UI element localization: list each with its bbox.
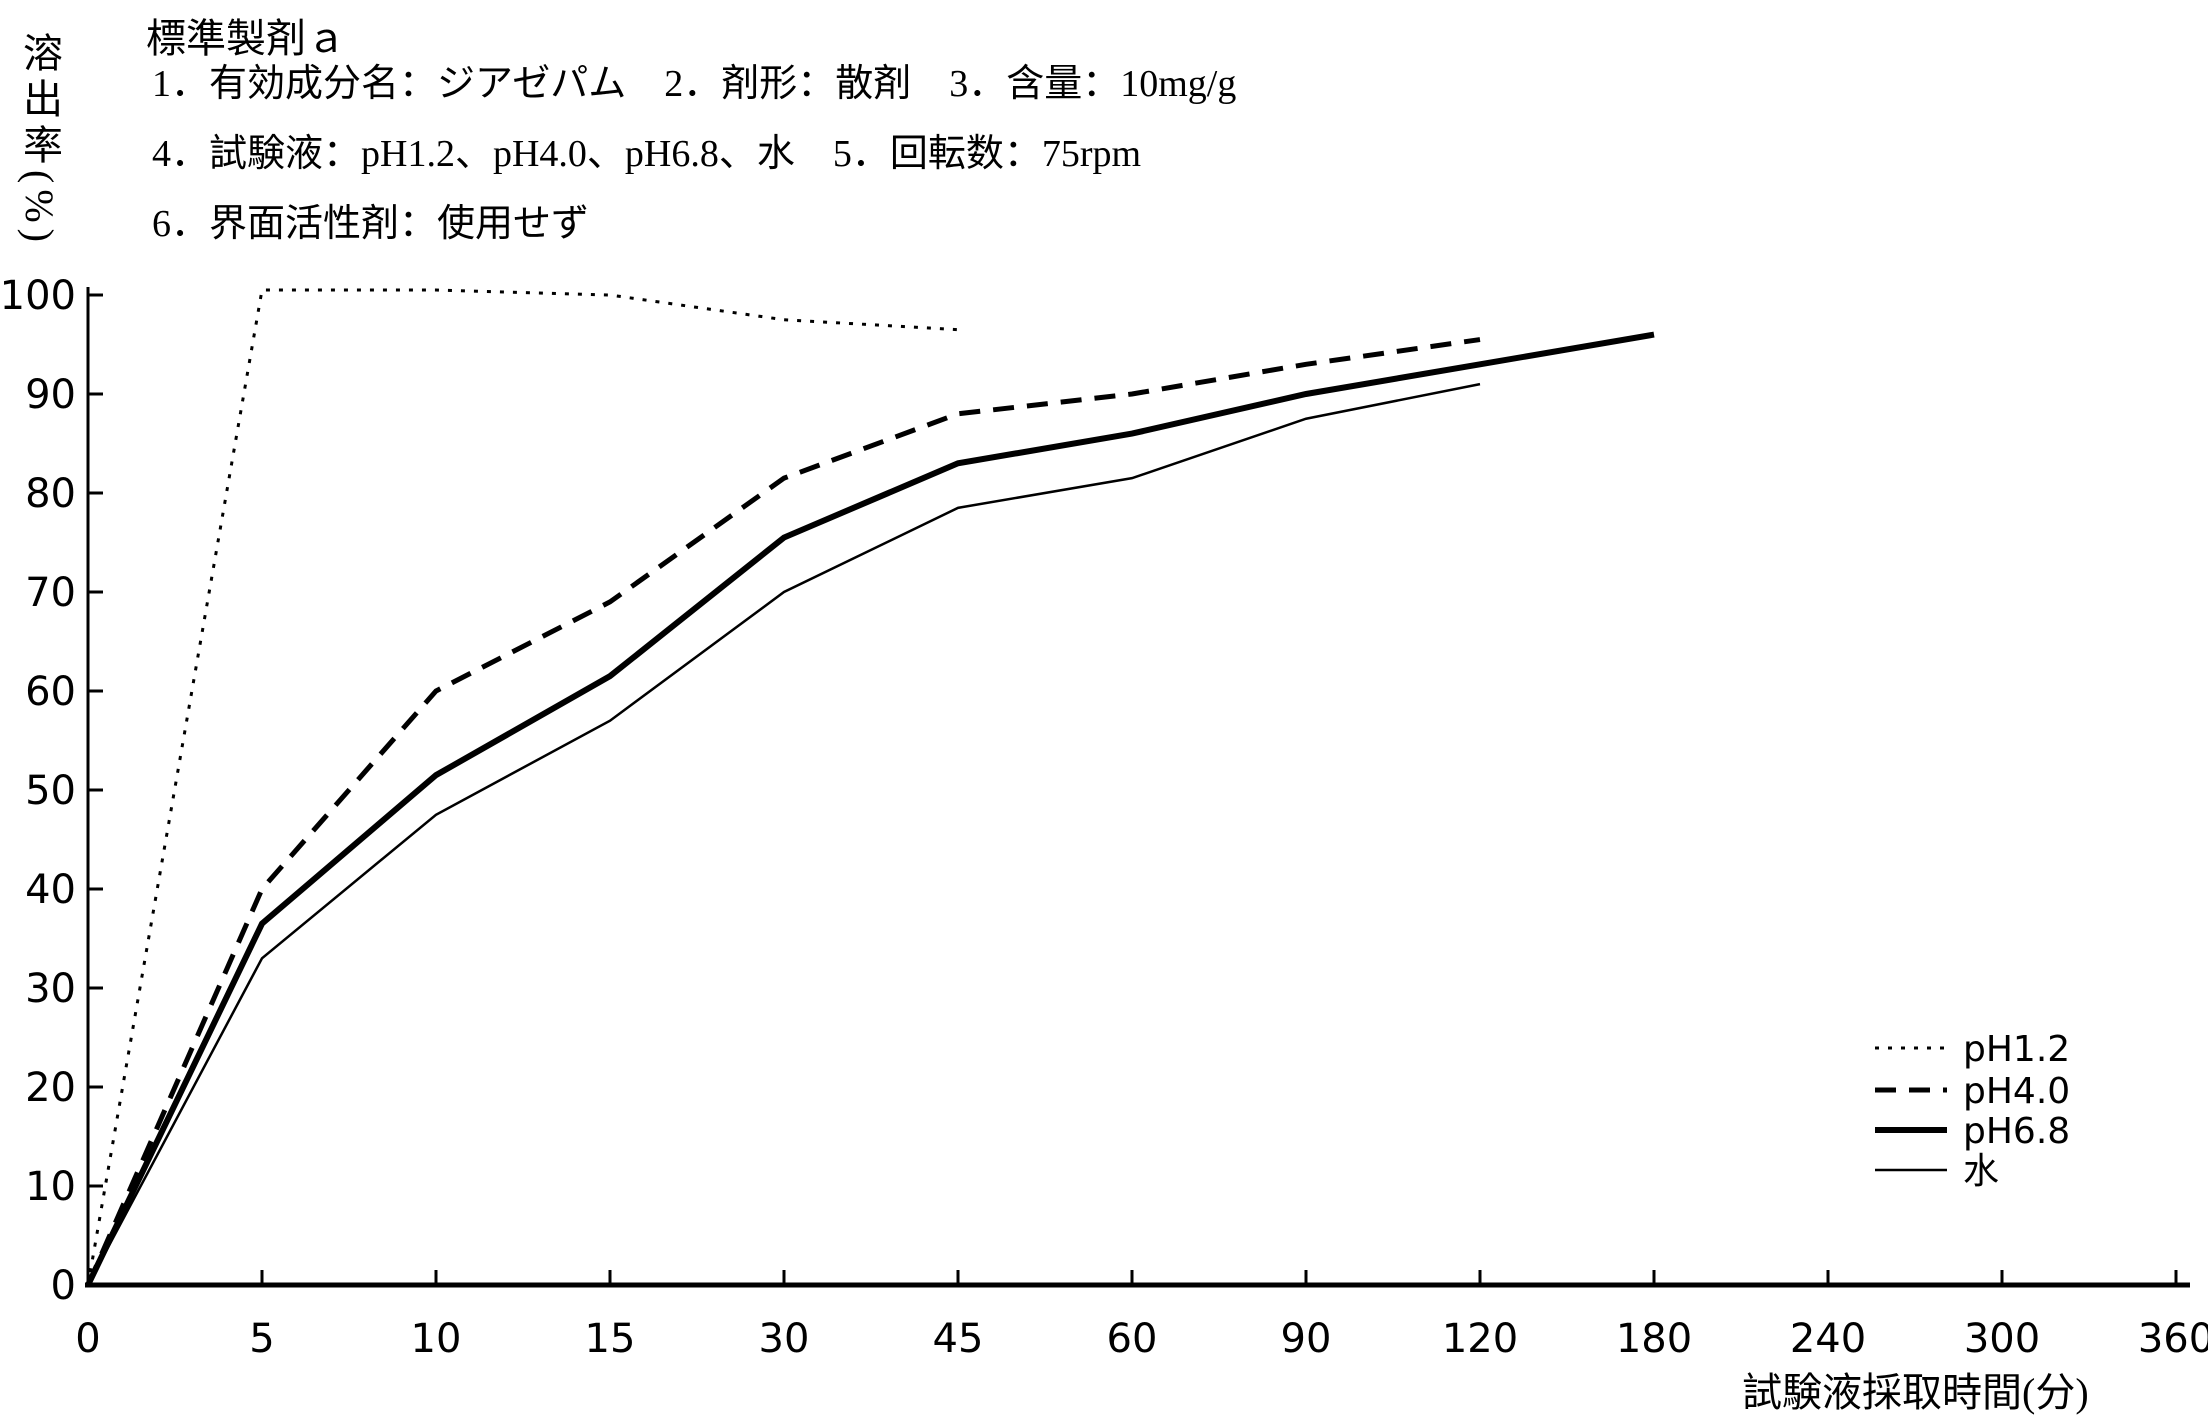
y-tick-label-20: 20 xyxy=(25,1065,76,1111)
x-tick-label-120: 120 xyxy=(1442,1316,1518,1362)
y-tick-label-60: 60 xyxy=(25,669,76,715)
x-axis-title: 試験液採取時間(分) xyxy=(1742,1370,2089,1415)
y-tick-label-90: 90 xyxy=(25,372,76,418)
x-tick-label-5: 5 xyxy=(249,1316,274,1362)
y-tick-label-70: 70 xyxy=(25,570,76,616)
x-tick-label-90: 90 xyxy=(1281,1316,1332,1362)
x-tick-label-240: 240 xyxy=(1790,1316,1866,1362)
y-tick-label-10: 10 xyxy=(25,1164,76,1210)
x-tick-label-45: 45 xyxy=(933,1316,984,1362)
legend-label-pH4.0: pH4.0 xyxy=(1963,1071,2070,1112)
legend-label-水: 水 xyxy=(1963,1151,1999,1192)
y-tick-label-40: 40 xyxy=(25,867,76,913)
legend-label-pH1.2: pH1.2 xyxy=(1963,1029,2070,1070)
series-line-水 xyxy=(86,382,1481,1286)
x-tick-label-300: 300 xyxy=(1964,1316,2040,1362)
series-line-pH6.8 xyxy=(85,331,1655,1287)
x-tick-label-10: 10 xyxy=(411,1316,462,1362)
condition-line-media: 4．試験液：pH1.2、pH4.0、pH6.8、水 5．回転数：75rpm xyxy=(152,133,1142,175)
x-tick-label-360: 360 xyxy=(2138,1316,2208,1362)
x-tick-label-30: 30 xyxy=(759,1316,810,1362)
condition-line-ingredient: 1．有効成分名：ジアゼパム 2．剤形：散剤 3．含量：10mg/g xyxy=(152,63,1237,105)
condition-line-surfactant: 6．界面活性剤：使用せず xyxy=(152,203,590,245)
series-line-pH4.0 xyxy=(85,337,1481,1287)
y-tick-label-100: 100 xyxy=(0,273,76,319)
y-tick-label-30: 30 xyxy=(25,966,76,1012)
chart-title: 標準製剤ａ xyxy=(146,16,346,61)
legend-label-pH6.8: pH6.8 xyxy=(1963,1111,2070,1152)
x-tick-label-180: 180 xyxy=(1616,1316,1692,1362)
y-tick-label-50: 50 xyxy=(25,768,76,814)
y-axis-title: 溶出率(%) xyxy=(17,32,62,248)
y-tick-label-0: 0 xyxy=(51,1263,76,1309)
series-line-pH1.2 xyxy=(86,288,959,1286)
y-tick-label-80: 80 xyxy=(25,471,76,517)
x-tick-label-0: 0 xyxy=(75,1316,100,1362)
x-tick-label-60: 60 xyxy=(1107,1316,1158,1362)
x-tick-label-15: 15 xyxy=(585,1316,636,1362)
